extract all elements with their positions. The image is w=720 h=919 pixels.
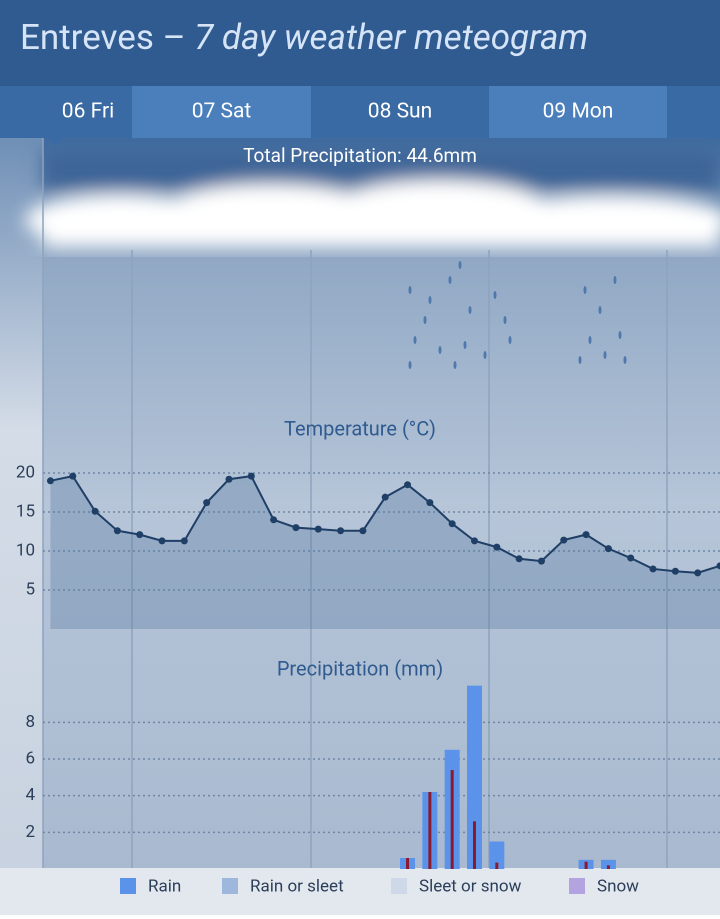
temperature-point [203, 499, 210, 506]
temperature-point [225, 476, 232, 483]
legend-label: Rain [148, 876, 181, 896]
secondary-bar [406, 858, 409, 869]
y-tick-label: 4 [25, 785, 35, 805]
temperature-point [449, 520, 456, 527]
y-tick-label: 6 [25, 748, 35, 768]
y-tick-label: 20 [16, 462, 35, 482]
y-tick-label: 5 [25, 579, 35, 599]
temperature-point [292, 524, 299, 531]
day-tab-label[interactable]: 06 Fri [62, 100, 114, 124]
legend-label: Rain or sleet [250, 876, 344, 896]
temperature-point [627, 555, 634, 562]
legend-label: Sleet or snow [419, 876, 522, 896]
temperature-point [672, 568, 679, 575]
temperature-point [650, 565, 657, 572]
temperature-point [404, 481, 411, 488]
temperature-title: Temperature (°C) [284, 416, 436, 440]
y-tick-label: 10 [16, 540, 35, 560]
temperature-point [47, 477, 54, 484]
temperature-point [426, 499, 433, 506]
header-title: Entreves – 7 day weather meteogram [20, 17, 588, 58]
legend-swatch [391, 878, 407, 894]
temperature-point [159, 537, 166, 544]
secondary-bar [473, 821, 476, 869]
temperature-point [516, 555, 523, 562]
y-tick-label: 8 [25, 712, 35, 732]
temperature-point [560, 537, 567, 544]
day-tab-label[interactable]: 09 Mon [543, 100, 614, 124]
temperature-point [337, 527, 344, 534]
temperature-point [359, 527, 366, 534]
header-subtitle: 7 day weather meteogram [194, 17, 588, 58]
y-tick-label: 15 [16, 501, 35, 521]
temperature-point [270, 516, 277, 523]
temperature-point [694, 569, 701, 576]
day-tab-label[interactable]: 08 Sun [368, 100, 432, 124]
day-tab-label[interactable]: 07 Sat [192, 100, 252, 124]
temperature-point [136, 531, 143, 538]
total-precipitation: Total Precipitation: 44.6mm [243, 144, 477, 167]
temperature-point [92, 508, 99, 515]
temperature-point [605, 545, 612, 552]
secondary-bar [451, 770, 454, 869]
temperature-point [538, 558, 545, 565]
secondary-bar [428, 792, 431, 869]
temperature-point [181, 537, 188, 544]
temperature-point [583, 531, 590, 538]
temperature-point [69, 473, 76, 480]
temperature-point [471, 537, 478, 544]
legend-label: Snow [597, 876, 639, 896]
temperature-point [114, 527, 121, 534]
legend-swatch [569, 878, 585, 894]
secondary-bar [495, 863, 498, 869]
secondary-bar [607, 865, 610, 869]
y-tick-label: 2 [25, 822, 35, 842]
secondary-bar [585, 862, 588, 869]
temperature-point [248, 473, 255, 480]
place-name: Entreves – [20, 17, 186, 58]
legend-swatch [120, 878, 136, 894]
legend-swatch [222, 878, 238, 894]
temperature-point [382, 494, 389, 501]
temperature-point [315, 526, 322, 533]
temperature-point [493, 544, 500, 551]
precipitation-title: Precipitation (mm) [277, 656, 443, 680]
